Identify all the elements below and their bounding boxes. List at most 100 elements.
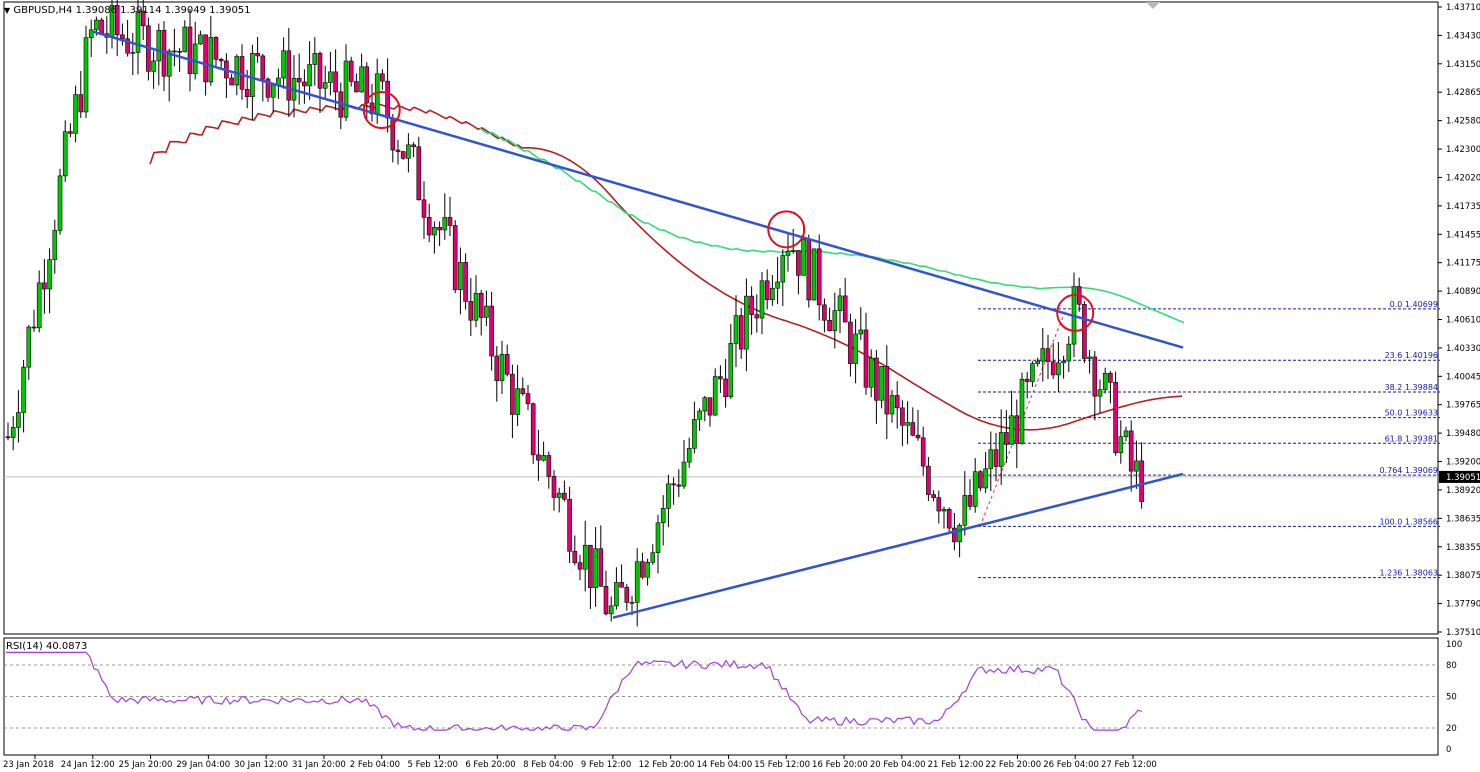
price-tick-label: 1.43710 xyxy=(1446,3,1480,13)
candle-body xyxy=(567,498,572,552)
symbol-header-text: GBPUSD,H4 1.39086 1.39114 1.39049 1.3905… xyxy=(13,5,251,16)
candle-body xyxy=(198,34,203,45)
fib-level-label: 23.6 1.40196 xyxy=(1385,351,1438,360)
candle-body xyxy=(801,238,806,276)
candle-body xyxy=(842,295,848,323)
time-tick-label: 16 Feb 20:00 xyxy=(812,760,868,770)
candle-body xyxy=(1014,415,1020,444)
candle-body xyxy=(307,64,312,87)
candle-body xyxy=(686,448,692,463)
time-tick-label: 30 Jan 12:00 xyxy=(234,760,288,770)
candle-body xyxy=(588,544,593,588)
candle-body xyxy=(1087,356,1092,359)
candle-body xyxy=(302,81,307,87)
price-tick-label: 1.42020 xyxy=(1446,173,1480,183)
time-tick-label: 24 Jan 12:00 xyxy=(61,760,115,770)
rsi-tick-label: 80 xyxy=(1446,661,1457,671)
price-tick-label: 1.37790 xyxy=(1446,600,1480,610)
candle-body xyxy=(848,321,853,364)
candle-body xyxy=(853,333,858,364)
candle-body xyxy=(556,492,562,498)
candle-body xyxy=(806,238,812,301)
candle-body xyxy=(967,495,973,507)
candle-body xyxy=(889,395,895,415)
fib-level-label: 1.236 1.38063 xyxy=(1379,569,1438,578)
rsi-panel: 100 80 50 20 0 xyxy=(4,640,1462,755)
candle-body xyxy=(83,37,89,113)
candle-body xyxy=(1035,360,1040,364)
candle-body xyxy=(78,94,84,113)
candle-body xyxy=(468,301,474,321)
support-trendline xyxy=(612,472,1184,619)
candle-body xyxy=(733,315,739,344)
candle-body xyxy=(941,508,947,512)
candle-body xyxy=(317,53,323,89)
candle-body xyxy=(182,26,188,53)
candle-body xyxy=(380,73,385,82)
fib-level-label: 61.8 1.39381 xyxy=(1385,434,1438,443)
time-tick-label: 2 Feb 04:00 xyxy=(350,760,400,770)
rsi-tick-label: 50 xyxy=(1446,693,1457,703)
time-tick-label: 21 Feb 12:00 xyxy=(928,760,984,770)
candle-body xyxy=(265,78,271,98)
price-tick-label: 1.39480 xyxy=(1446,429,1480,439)
candle-body xyxy=(993,449,999,467)
candle-body xyxy=(827,319,832,331)
time-tick-label: 22 Feb 20:00 xyxy=(985,760,1041,770)
candle-body xyxy=(796,250,801,276)
candle-body xyxy=(1128,430,1134,472)
candle-body xyxy=(286,50,292,101)
candle-body xyxy=(962,495,968,526)
symbol-header: ▼ GBPUSD,H4 1.39086 1.39114 1.39049 1.39… xyxy=(4,5,251,16)
price-tick-label: 1.38355 xyxy=(1446,543,1480,553)
candle-body xyxy=(707,397,713,416)
time-tick-label: 9 Feb 12:00 xyxy=(581,760,631,770)
candle-body xyxy=(114,5,120,36)
time-tick-label: 6 Feb 20:00 xyxy=(465,760,515,770)
current-price-box xyxy=(1439,470,1480,483)
candle-body xyxy=(73,94,78,134)
candle-body xyxy=(754,314,760,319)
candle-body xyxy=(1019,378,1025,444)
candle-body xyxy=(1061,360,1066,364)
candle-body xyxy=(432,227,437,236)
candle-body xyxy=(650,552,656,563)
candle-body xyxy=(421,199,427,218)
rsi-header-text: RSI(14) 40.0873 xyxy=(6,641,88,652)
candle-body xyxy=(473,292,479,321)
price-tick-label: 1.43430 xyxy=(1446,31,1480,41)
dropdown-arrow-icon[interactable]: ▼ xyxy=(4,6,11,15)
candle-body xyxy=(593,548,598,588)
candle-body xyxy=(21,366,26,413)
rsi-tick-label: 100 xyxy=(1446,640,1462,650)
candle-body xyxy=(99,19,104,35)
candle-body xyxy=(255,53,260,57)
candle-body xyxy=(624,586,630,603)
candle-body xyxy=(1066,343,1072,362)
fibonacci-levels: 0.0 1.40699 23.6 1.40196 38.2 1.39884 50.0 … xyxy=(978,300,1440,579)
time-tick-label: 25 Jan 20:00 xyxy=(119,760,173,770)
candle-body xyxy=(671,483,676,486)
candle-body xyxy=(879,365,884,401)
candle-body xyxy=(151,60,156,72)
candle-body xyxy=(1113,382,1118,454)
candle-body xyxy=(42,282,47,290)
price-tick-label: 1.38920 xyxy=(1446,486,1480,496)
candle-body xyxy=(988,449,994,470)
trendlines xyxy=(92,30,1184,619)
candle-body xyxy=(681,461,687,487)
time-tick-label: 14 Feb 04:00 xyxy=(696,760,752,770)
candle-body xyxy=(702,397,708,412)
candle-body xyxy=(1050,361,1056,376)
candle-body xyxy=(250,53,255,97)
candle-body xyxy=(478,292,484,318)
candle-body xyxy=(177,51,182,53)
candle-body xyxy=(915,434,921,439)
time-tick-label: 31 Jan 20:00 xyxy=(292,760,346,770)
touch-markers xyxy=(362,91,1095,332)
candle-body xyxy=(764,280,770,301)
touch-circle-marker xyxy=(1056,293,1095,332)
candle-body xyxy=(640,561,645,578)
time-tick-label: 8 Feb 04:00 xyxy=(523,760,573,770)
price-tick-label: 1.42300 xyxy=(1446,145,1480,155)
